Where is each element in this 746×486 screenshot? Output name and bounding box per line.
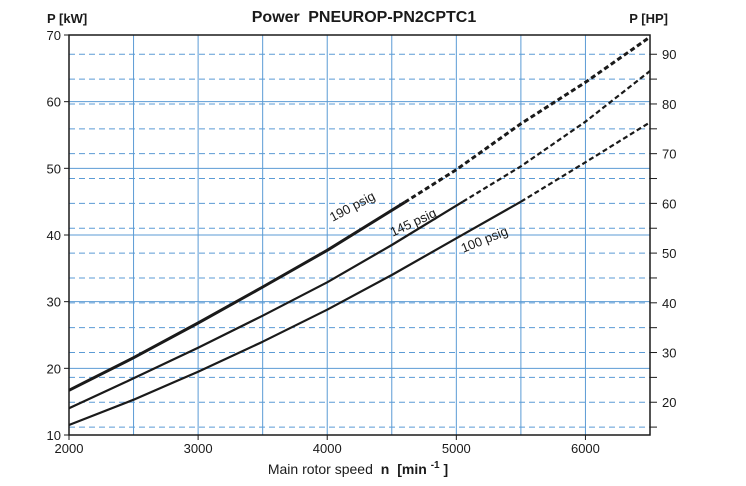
y-tick-label-right: 60 [662, 196, 676, 211]
chart-title-rest: PNEUROP-PN2CPTC1 [308, 9, 476, 26]
x-tick-label: 6000 [571, 441, 600, 456]
curve-145-psig-dashed [462, 70, 651, 203]
x-tick-label: 3000 [184, 441, 213, 456]
curve-190-psig-solid [68, 201, 406, 392]
x-tick-label: 2000 [55, 441, 84, 456]
curve-label: 190 psig [327, 188, 377, 224]
label-layer: 2000 3000 4000 5000 6000 10 20 30 40 50 60 70 20 30 40… [47, 28, 677, 456]
curve-100-psig-dashed [520, 121, 651, 203]
chart-title: Power PNEUROP-PN2CPTC1 [252, 9, 477, 26]
grid-layer [69, 35, 650, 435]
x-axis-title-main: Main rotor speed [268, 461, 373, 477]
y-tick-label-left: 10 [47, 428, 61, 443]
x-axis-title-unit-sup: -1 [431, 460, 440, 471]
y-tick-label-right: 20 [662, 395, 676, 410]
y-tick-label-left: 20 [47, 361, 61, 376]
y-tick-label-left: 40 [47, 228, 61, 243]
y-tick-label-right: 40 [662, 296, 676, 311]
curve-layer [68, 35, 651, 427]
x-tick-label: 5000 [442, 441, 471, 456]
x-axis-title: Main rotor speed n [min -1 ] [268, 455, 448, 477]
x-tick-label: 4000 [313, 441, 342, 456]
x-axis-title-unit-open: [min [397, 461, 427, 477]
y-tick-label-left: 60 [47, 95, 61, 110]
y-tick-label-right: 90 [662, 47, 676, 62]
curve-190-psig-dashed [403, 35, 651, 204]
y-tick-label-right: 30 [662, 346, 676, 361]
curve-100-psig-solid [68, 200, 522, 427]
chart-title-bold: Power [252, 9, 300, 26]
y-tick-label-right: 80 [662, 97, 676, 112]
y-tick-label-right: 70 [662, 147, 676, 162]
y-tick-label-left: 50 [47, 161, 61, 176]
y-tick-label-left: 70 [47, 28, 61, 43]
axes-layer [64, 34, 657, 440]
y-tick-label-right: 50 [662, 246, 676, 261]
x-axis-title-var: n [381, 461, 390, 477]
y-axis-left-title: P [kW] [47, 11, 87, 26]
y-tick-label-left: 30 [47, 295, 61, 310]
curve-145-psig-solid [68, 200, 464, 410]
x-axis-title-unit-close: ] [443, 461, 448, 477]
y-axis-right-title: P [HP] [629, 11, 668, 26]
